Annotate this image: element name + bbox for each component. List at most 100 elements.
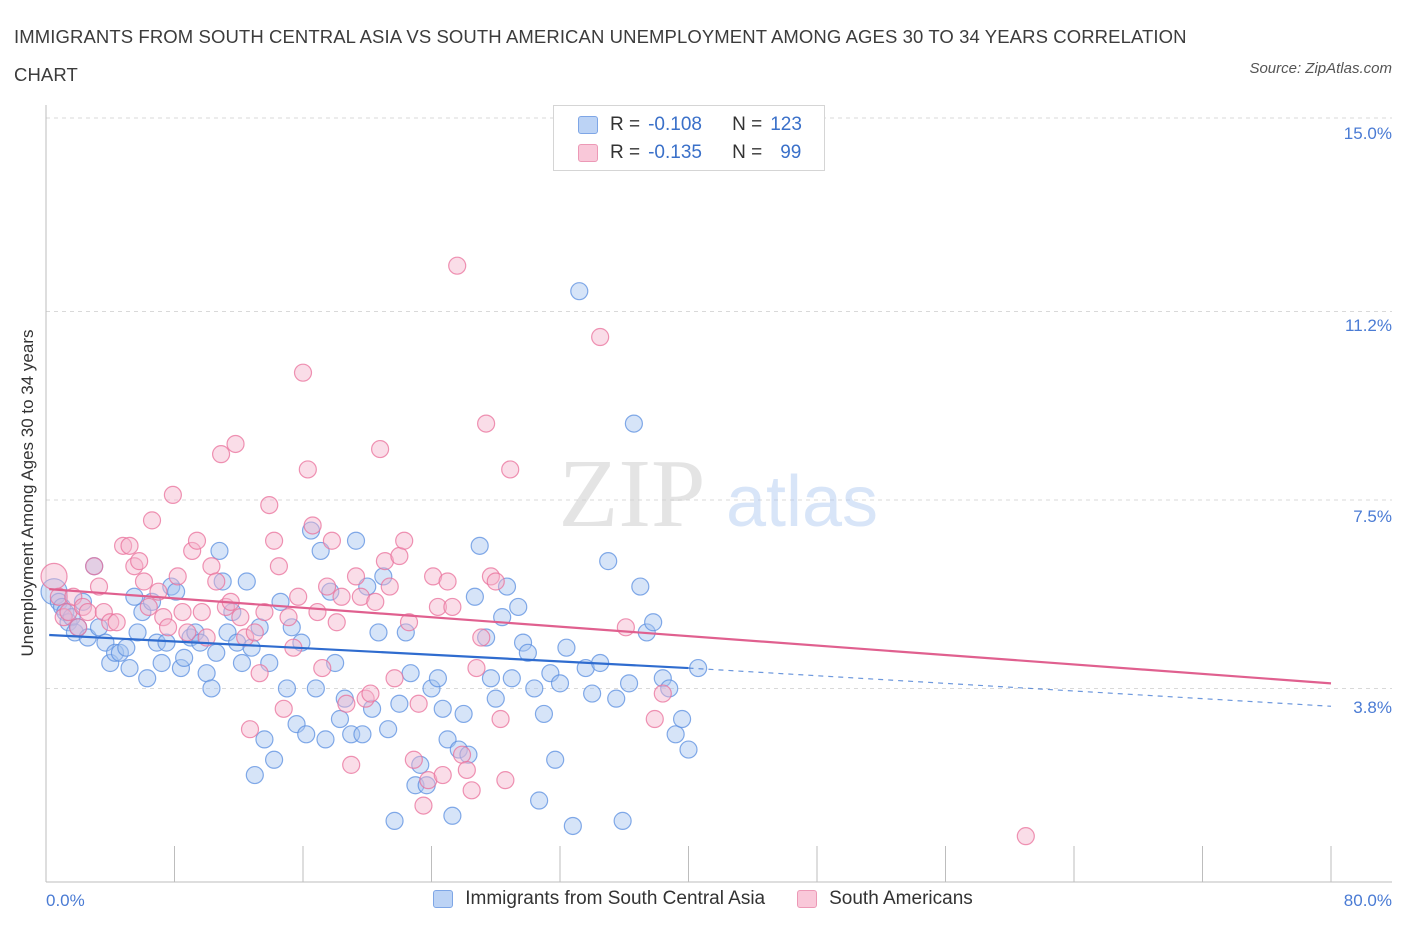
south-american-point <box>293 363 313 382</box>
south-american-point <box>409 694 428 713</box>
south-american-point <box>371 439 390 459</box>
south-american-point <box>49 587 68 606</box>
legend-label: Immigrants from South Central Asia <box>465 888 766 909</box>
y-axis-label: Unemployment Among Ages 30 to 34 years <box>18 329 37 657</box>
south-central-asia-point <box>390 694 409 713</box>
south-american-point <box>356 689 375 708</box>
pink-swatch <box>797 890 818 908</box>
south-american-point <box>178 623 197 642</box>
south-central-asia-point <box>459 745 478 764</box>
pink-swatch <box>578 144 598 162</box>
south-central-asia-point <box>147 633 166 652</box>
south-central-asia-point <box>525 679 544 698</box>
south-central-asia-point <box>213 572 232 591</box>
south-american-point <box>73 597 93 617</box>
south-american-point <box>231 608 250 627</box>
south-american-point <box>78 602 97 622</box>
south-american-point <box>390 546 409 566</box>
south-central-asia-point <box>157 633 176 652</box>
south-american-point <box>211 445 231 464</box>
south-central-asia-point <box>449 740 468 759</box>
south-american-trend-line <box>49 588 1332 685</box>
south-american-point <box>54 608 73 627</box>
south-central-asia-point <box>502 669 521 688</box>
south-american-point <box>101 613 120 632</box>
south-american-point <box>173 602 192 622</box>
south-central-asia-point <box>563 816 582 836</box>
south-central-asia-point <box>470 536 489 555</box>
correlation-legend: R = -0.108 N = 123 R = -0.135 N = 99 <box>553 105 825 171</box>
south-american-point <box>255 602 274 622</box>
legend-row-blue: R = -0.108 N = 123 <box>578 112 802 138</box>
south-central-asia-point <box>379 720 398 739</box>
south-central-asia-point <box>277 679 297 698</box>
south-central-asia-point <box>210 541 229 561</box>
south-central-asia-point <box>271 592 290 611</box>
south-central-asia-point <box>619 674 639 693</box>
south-central-asia-point <box>613 811 632 830</box>
legend-item-south-central-asia[interactable]: Immigrants from South Central Asia <box>433 888 765 910</box>
south-central-asia-point <box>530 791 549 810</box>
south-central-asia-point <box>353 725 372 744</box>
chart-title: IMMIGRANTS FROM SOUTH CENTRAL ASIA VS SO… <box>14 26 1187 85</box>
south-central-asia-point <box>666 725 685 744</box>
south-american-point <box>342 755 361 774</box>
legend-item-south-americans[interactable]: South Americans <box>797 888 973 910</box>
south-central-asia-point <box>346 531 366 550</box>
south-central-asia-point <box>385 811 404 830</box>
n-label: N = <box>732 142 763 163</box>
south-central-asia-point <box>242 638 261 657</box>
south-central-asia-point <box>245 765 264 785</box>
south-central-asia-trend-line <box>49 633 689 670</box>
south-central-asia-point <box>477 628 496 647</box>
south-central-asia-point <box>73 592 93 611</box>
south-american-point <box>385 669 404 688</box>
south-american-point <box>120 536 139 555</box>
source-label: Source: ZipAtlas.com <box>1249 60 1392 77</box>
south-american-point <box>245 623 264 642</box>
south-central-asia-point <box>534 704 554 724</box>
south-american-point <box>260 495 279 515</box>
south-american-point <box>501 460 520 479</box>
south-central-asia-point <box>631 577 650 596</box>
south-american-point <box>250 664 269 683</box>
south-american-point <box>289 587 308 606</box>
south-american-point <box>89 577 109 596</box>
legend-row-pink: R = -0.135 N = 99 <box>578 140 801 166</box>
south-american-point <box>448 256 467 275</box>
south-central-asia-point <box>428 669 448 688</box>
south-central-asia-point <box>120 658 139 678</box>
y-tick-label: 7.5% <box>1353 507 1392 526</box>
south-american-point <box>380 577 399 596</box>
south-central-asia-point <box>232 653 252 673</box>
south-central-asia-point <box>117 638 136 657</box>
south-central-asia-point <box>454 704 473 724</box>
south-american-point <box>142 511 162 530</box>
south-american-point <box>1016 827 1035 846</box>
south-central-asia-point <box>59 613 78 632</box>
series-legend: Immigrants from South Central Asia South… <box>0 888 1406 910</box>
n-value: 99 <box>780 142 802 163</box>
south-central-asia-point <box>433 699 452 718</box>
south-central-asia-point <box>465 587 484 606</box>
south-american-point <box>361 684 380 703</box>
south-american-point <box>113 536 133 555</box>
south-american-point <box>317 577 337 596</box>
south-central-asia-point <box>316 730 335 749</box>
south-central-asia-point <box>282 618 301 637</box>
south-american-point <box>202 557 221 576</box>
south-central-asia-point <box>550 674 570 693</box>
south-central-asia-point <box>138 669 157 688</box>
south-central-asia-point <box>374 567 393 586</box>
south-central-asia-point <box>518 643 537 662</box>
trend-lines <box>49 588 1332 707</box>
south-central-asia-point <box>297 725 316 744</box>
south-american-point <box>274 699 293 718</box>
south-american-point <box>399 613 419 632</box>
south-american-point <box>303 516 322 535</box>
south-central-asia-point <box>105 643 125 662</box>
r-label: R = <box>610 114 641 135</box>
y-tick-label: 11.2% <box>1345 316 1392 335</box>
south-american-point <box>264 531 284 550</box>
south-central-asia-point <box>422 679 441 698</box>
